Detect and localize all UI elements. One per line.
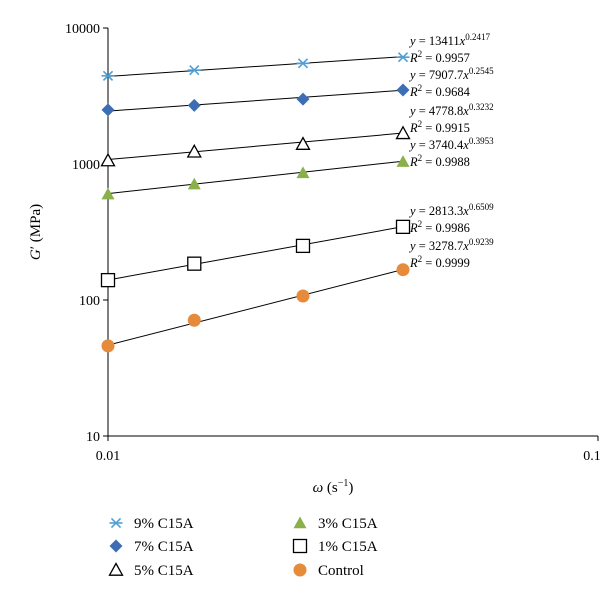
fit-r2-2: R2 = 0.9915 — [409, 119, 470, 135]
legend-item-2: 5% C15A — [108, 562, 194, 579]
legend: 9% C15A 7% C15A 5% C15A 3% C15A 1% C15A Contr… — [108, 516, 378, 579]
legend-item-4: 1% C15A — [292, 538, 378, 555]
legend-label-2: 5% C15A — [134, 563, 194, 579]
y-tick-label: 1000 — [72, 158, 100, 173]
data-point-3-3 — [396, 155, 410, 167]
data-point-2-3 — [395, 125, 411, 140]
x-tick-label: 0.1 — [583, 449, 600, 464]
legend-marker-5 — [293, 563, 307, 577]
data-point-5-3 — [396, 263, 410, 277]
data-point-4-1 — [187, 256, 202, 271]
legend-marker-2 — [108, 562, 124, 576]
data-point-0-3 — [396, 52, 410, 63]
data-point-3-2 — [296, 166, 310, 179]
fit-equation-3: y = 3740.4x0.3953 — [408, 136, 494, 152]
data-point-5-2 — [296, 289, 310, 303]
x-axis-symbol: ω — [313, 480, 324, 496]
legend-marker-4 — [292, 538, 308, 554]
y-axis-title: G′ (MPa) — [28, 204, 44, 260]
fit-line-3 — [107, 160, 404, 195]
data-point-2-2 — [295, 136, 311, 150]
fit-equation-5: y = 3278.7x0.9239 — [408, 237, 494, 253]
data-point-3-1 — [187, 177, 201, 190]
fit-equation-0: y = 13411x0.2417 — [408, 32, 490, 48]
x-tick-label: 0.01 — [96, 449, 121, 464]
legend-item-0: 9% C15A — [109, 516, 194, 532]
legend-label-5: Control — [318, 563, 364, 579]
legend-item-5: Control — [293, 563, 364, 579]
fit-line-2 — [107, 132, 404, 161]
legend-item-1: 7% C15A — [109, 539, 194, 555]
data-point-5-1 — [187, 313, 201, 327]
y-tick-label: 100 — [79, 294, 100, 309]
fit-lines — [107, 56, 404, 346]
data-point-0-0 — [101, 70, 115, 81]
fit-line-5 — [107, 269, 404, 346]
data-point-4-0 — [100, 272, 116, 288]
fit-line-0 — [107, 56, 404, 77]
data-point-1-0 — [101, 103, 115, 117]
legend-label-3: 3% C15A — [318, 516, 378, 532]
data-point-0-2 — [296, 58, 310, 69]
data-point-2-0 — [100, 152, 116, 167]
y-tick-label: 10 — [86, 430, 100, 445]
fit-r2-3: R2 = 0.9988 — [409, 153, 470, 169]
fit-r2-0: R2 = 0.9957 — [409, 49, 470, 65]
data-point-1-1 — [187, 98, 201, 112]
fit-equation-4: y = 2813.3x0.6509 — [408, 202, 494, 218]
legend-label-1: 7% C15A — [134, 539, 194, 555]
x-axis-unit-close: ) — [348, 480, 353, 496]
y-axis-symbol: G — [28, 249, 44, 260]
x-axis-unit: (s — [323, 480, 338, 496]
fit-equation-2: y = 4778.8x0.3232 — [408, 102, 494, 118]
data-point-1-3 — [396, 83, 410, 97]
fit-equation-1: y = 7907.7x0.2545 — [408, 66, 494, 82]
fit-r2-4: R2 = 0.9986 — [409, 219, 470, 235]
legend-label-4: 1% C15A — [318, 539, 378, 555]
y-axis-unit: (MPa) — [28, 204, 44, 246]
data-point-4-3 — [395, 219, 411, 235]
fit-r2-1: R2 = 0.9684 — [409, 83, 471, 99]
y-axis-prime: ′ — [28, 246, 44, 249]
data-point-3-0 — [101, 187, 115, 200]
x-axis-unit-sup: −1 — [338, 478, 349, 489]
legend-marker-1 — [109, 539, 123, 553]
legend-marker-3 — [293, 516, 307, 529]
legend-label-0: 9% C15A — [134, 516, 194, 532]
data-points — [100, 52, 411, 353]
x-axis-title: ω (s−1) — [313, 478, 354, 496]
fit-r2-5: R2 = 0.9999 — [409, 254, 470, 270]
data-point-0-1 — [187, 65, 201, 76]
data-point-2-1 — [186, 143, 202, 158]
fit-line-1 — [107, 89, 404, 112]
legend-marker-0 — [109, 517, 123, 529]
data-point-4-2 — [295, 238, 311, 254]
legend-item-3: 3% C15A — [293, 516, 378, 532]
axes: 10 100 1000 10000 0.01 0.1 ω (s−1) G′ (MPa) — [28, 22, 600, 496]
fit-line-4 — [107, 226, 404, 281]
y-tick-label: 10000 — [65, 22, 100, 37]
data-point-1-2 — [296, 92, 310, 106]
data-point-5-0 — [101, 339, 115, 353]
